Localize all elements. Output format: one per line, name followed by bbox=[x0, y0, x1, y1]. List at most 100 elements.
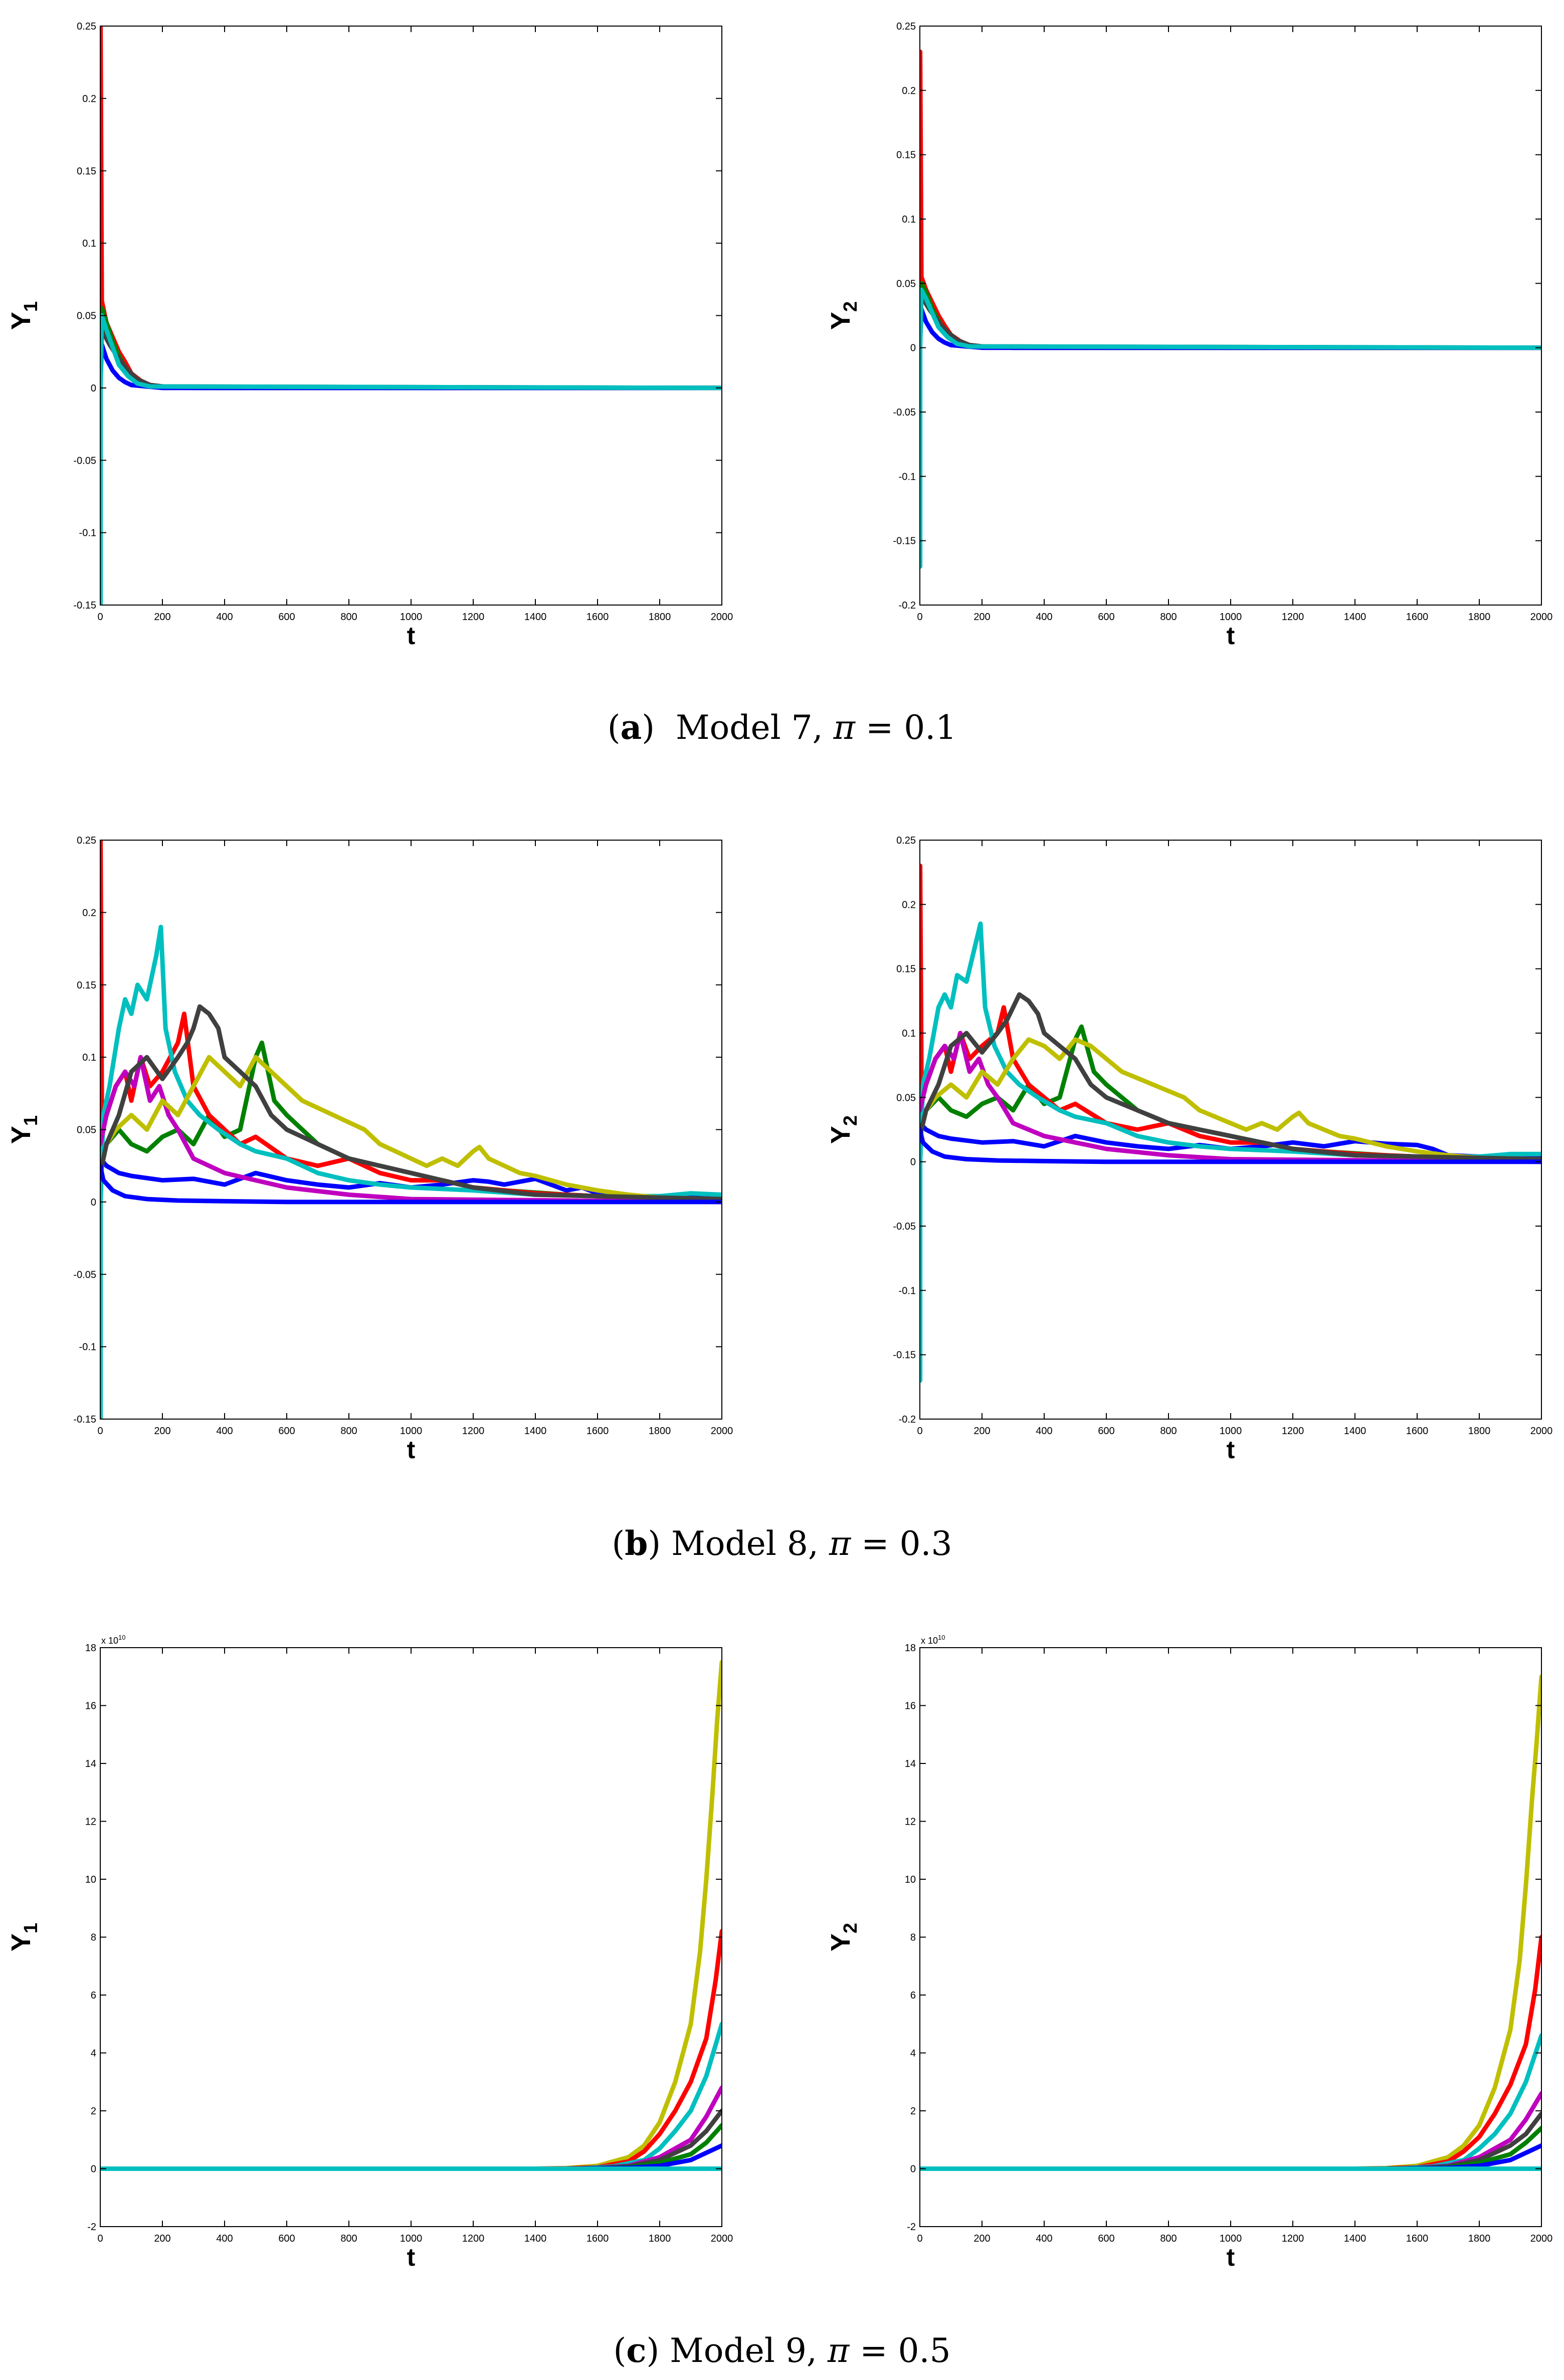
y-tick-label: -0.1 bbox=[79, 1342, 96, 1353]
x-tick-label: 1800 bbox=[649, 2233, 671, 2244]
y-tick-label: 2 bbox=[91, 2106, 96, 2117]
x-tick-label: 1000 bbox=[1220, 612, 1242, 623]
x-tick-label: 2000 bbox=[711, 1426, 733, 1437]
x-tick-label: 1000 bbox=[1220, 2233, 1242, 2244]
y-tick-label: 0.2 bbox=[82, 907, 96, 918]
x-tick-label: 800 bbox=[1160, 612, 1177, 623]
series-group bbox=[920, 863, 1541, 1383]
x-tick-label: 1400 bbox=[524, 2233, 547, 2244]
x-tick-label: 400 bbox=[216, 2233, 233, 2244]
x-tick-label: 1600 bbox=[586, 2233, 609, 2244]
series-line-yellow bbox=[100, 1660, 722, 2171]
series-line-cyan bbox=[100, 2022, 722, 2171]
axes-box bbox=[919, 26, 1542, 606]
x-tick-label: 1600 bbox=[1406, 612, 1429, 623]
y-tick-label: 16 bbox=[85, 1701, 96, 1712]
y-tick-label: 0 bbox=[91, 383, 96, 394]
x-tick-label: 1200 bbox=[1282, 2233, 1304, 2244]
x-tick-label: 1400 bbox=[524, 612, 547, 623]
y-tick-label: -2 bbox=[87, 2222, 96, 2233]
y-tick-label: -0.15 bbox=[73, 1414, 96, 1425]
series-line-blue bbox=[100, 342, 722, 390]
series-line-cyan bbox=[920, 287, 1541, 569]
x-tick-label: 400 bbox=[216, 1426, 233, 1437]
y-tick-label: 18 bbox=[905, 1643, 916, 1654]
series-line-cyan bbox=[920, 2033, 1541, 2171]
series-line-yellow bbox=[920, 1037, 1541, 1161]
y-tick-label: 14 bbox=[905, 1758, 916, 1769]
x-tick-label: 600 bbox=[1098, 2233, 1114, 2244]
series-line-red bbox=[920, 863, 1541, 1164]
series-group bbox=[920, 49, 1541, 569]
x-tick-label: 400 bbox=[1036, 1426, 1052, 1437]
x-axis-label: t bbox=[407, 2243, 416, 2271]
y-tick-label: 0 bbox=[910, 343, 916, 354]
series-line-yellow bbox=[920, 1674, 1541, 2171]
x-axis-label: t bbox=[1227, 622, 1235, 650]
y-tick-label: 0.2 bbox=[902, 85, 916, 96]
x-tick-label: 1200 bbox=[462, 612, 485, 623]
x-tick-label: 1400 bbox=[1344, 612, 1366, 623]
x-axis-label: t bbox=[407, 622, 416, 650]
y-exponent-label: x 1010 bbox=[921, 1634, 945, 1646]
y-tick-label: 0.15 bbox=[896, 964, 916, 975]
y-tick-label: 8 bbox=[91, 1932, 96, 1943]
series-group bbox=[100, 26, 722, 605]
x-axis-label: t bbox=[407, 1436, 416, 1464]
y-axis-label: Y2 bbox=[826, 301, 861, 330]
y-tick-label: -0.1 bbox=[79, 528, 96, 539]
y-tick-label: 0.15 bbox=[896, 150, 916, 161]
series-group bbox=[100, 1660, 722, 2171]
x-tick-label: 1600 bbox=[1406, 1426, 1429, 1437]
series-line-blue2 bbox=[100, 1163, 722, 1205]
x-tick-label: 1000 bbox=[400, 1426, 423, 1437]
x-tick-label: 0 bbox=[917, 2233, 922, 2244]
x-tick-label: 400 bbox=[1036, 2233, 1052, 2244]
series-line-blue2 bbox=[920, 1127, 1541, 1164]
series-line-red bbox=[100, 1929, 722, 2171]
y-tick-label: 10 bbox=[85, 1874, 96, 1885]
y-tick-label: 0.15 bbox=[77, 980, 96, 991]
x-tick-label: 600 bbox=[1098, 612, 1114, 623]
x-tick-label: 2000 bbox=[711, 612, 733, 623]
chart-a-left: 0 200 400 600 800 1000 1200 1400 1600 1800 2000 -0.… bbox=[6, 21, 733, 650]
y-tick-label: 0 bbox=[91, 1197, 96, 1208]
series-line-cyan bbox=[100, 313, 722, 605]
x-tick-label: 1400 bbox=[524, 1426, 547, 1437]
x-tick-label: 1600 bbox=[586, 612, 609, 623]
y-axis-label: Y2 bbox=[826, 1115, 861, 1144]
x-tick-label: 1800 bbox=[1468, 1426, 1491, 1437]
series-line-dark bbox=[920, 294, 1541, 350]
series-line-green bbox=[100, 1040, 722, 1202]
x-tick-label: 2000 bbox=[1530, 612, 1553, 623]
y-tick-label: 4 bbox=[910, 2048, 916, 2059]
x-tick-label: 1200 bbox=[462, 2233, 485, 2244]
y-tick-label: 6 bbox=[910, 1990, 916, 2001]
chart-c-right: 0 200 400 600 800 1000 1200 1400 1600 1800 2000-20… bbox=[826, 1634, 1552, 2271]
y-tick-label: -0.2 bbox=[899, 600, 916, 611]
x-tick-label: 1000 bbox=[1220, 1426, 1242, 1437]
y-tick-label: -0.1 bbox=[899, 1285, 916, 1296]
x-tick-label: 200 bbox=[154, 612, 170, 623]
y-tick-label: -0.05 bbox=[73, 1269, 96, 1280]
series-line-cyan bbox=[920, 921, 1541, 1383]
series-line-green bbox=[100, 306, 722, 390]
x-tick-label: 800 bbox=[1160, 2233, 1177, 2244]
y-axis-label-subscript: 1 bbox=[21, 1923, 42, 1933]
axes-box bbox=[919, 1647, 1542, 2227]
series-line-dark bbox=[100, 327, 722, 390]
y-tick-label: 0.2 bbox=[902, 899, 916, 910]
x-tick-label: 200 bbox=[154, 1426, 170, 1437]
series-line-red bbox=[920, 49, 1541, 350]
series-line-yellow bbox=[100, 1055, 722, 1202]
series-line-red bbox=[100, 26, 722, 390]
x-tick-label: 1200 bbox=[1282, 1426, 1304, 1437]
x-axis-label: t bbox=[1227, 2243, 1235, 2271]
x-tick-label: 1800 bbox=[649, 1426, 671, 1437]
y-tick-label: -2 bbox=[907, 2222, 916, 2233]
y-tick-label: 0.25 bbox=[896, 21, 916, 32]
x-tick-label: 600 bbox=[278, 1426, 295, 1437]
x-tick-label: 1400 bbox=[1344, 1426, 1366, 1437]
x-tick-label: 1800 bbox=[1468, 2233, 1491, 2244]
y-tick-label: 0.05 bbox=[77, 311, 96, 322]
